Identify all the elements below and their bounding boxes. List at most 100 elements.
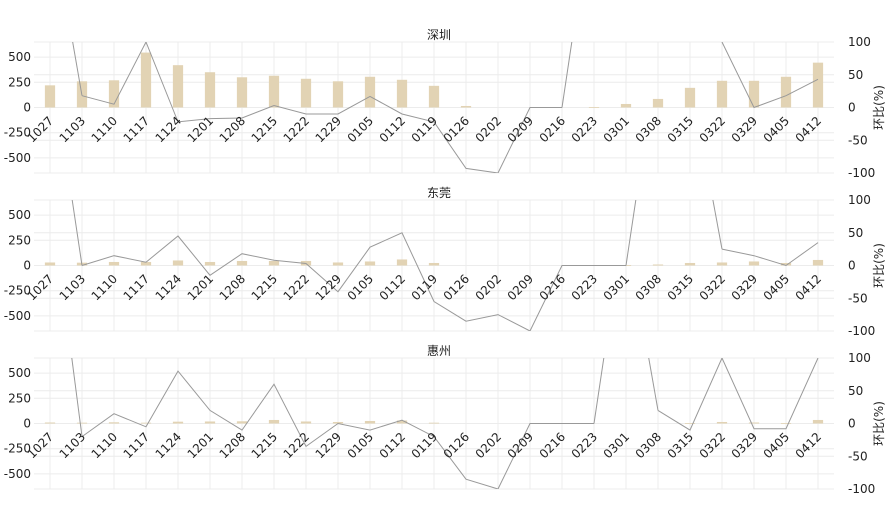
bar: [44, 262, 56, 266]
bar: [652, 98, 664, 108]
bar: [652, 264, 664, 266]
y-tick-left: 250: [8, 233, 31, 247]
bar: [684, 422, 696, 424]
bar: [460, 105, 472, 108]
bar: [780, 422, 792, 424]
bar: [236, 260, 248, 266]
bar: [780, 76, 792, 108]
bar: [108, 80, 120, 108]
y-tick-left: -250: [4, 284, 31, 298]
y-tick-right: 0: [848, 101, 856, 115]
bar: [108, 261, 120, 266]
y-tick-right: -100: [848, 166, 875, 180]
y-tick-left: -500: [4, 309, 31, 323]
bar: [684, 87, 696, 108]
y-tick-right: 50: [848, 226, 863, 240]
bar: [748, 261, 760, 266]
bar: [268, 419, 280, 424]
y-tick-left: 250: [8, 391, 31, 405]
series-line-spike: [721, 42, 722, 43]
series-line: [721, 242, 819, 267]
series-line-spike: [561, 42, 573, 108]
y-tick-right: 50: [848, 68, 863, 82]
bar: [204, 261, 216, 266]
bar: [172, 421, 184, 424]
series-line-spike: [71, 358, 83, 437]
y-tick-right: -50: [848, 449, 868, 463]
y-tick-right: -100: [848, 324, 875, 338]
y-tick-left: -500: [4, 151, 31, 165]
panel-title: 深圳: [427, 28, 451, 42]
bar: [332, 262, 344, 266]
y-tick-left: 500: [8, 50, 31, 64]
y-tick-right: -50: [848, 133, 868, 147]
y-tick-left: 0: [23, 101, 31, 115]
bar: [140, 52, 152, 108]
bar: [428, 262, 440, 266]
bar: [588, 106, 600, 108]
bar: [44, 422, 56, 424]
bar: [396, 79, 408, 108]
bar: [748, 422, 760, 424]
y-tick-left: -250: [4, 442, 31, 456]
panel-title: 东莞: [427, 186, 451, 200]
bar: [428, 422, 440, 424]
bar: [396, 420, 408, 424]
bar: [396, 259, 408, 266]
series-line: [81, 42, 562, 173]
y-tick-right: 0: [848, 259, 856, 273]
series-line-spike: [712, 200, 723, 250]
series-line-spike: [593, 358, 605, 424]
bar: [204, 421, 216, 424]
bar: [332, 81, 344, 108]
series-line: [721, 42, 819, 109]
y-tick-right: -50: [848, 291, 868, 305]
bar: [76, 422, 88, 424]
series-line: [81, 370, 594, 489]
y-tick-left: -500: [4, 467, 31, 481]
y-tick-left: 250: [8, 75, 31, 89]
y-axis-label-right: 环比(%): [872, 85, 886, 130]
bar: [332, 421, 344, 424]
series-line-spike: [648, 358, 659, 411]
series-line-spike: [72, 42, 83, 96]
bar: [140, 422, 152, 424]
bar: [812, 259, 824, 266]
y-axis-label-right: 环比(%): [872, 401, 886, 446]
y-tick-right: 100: [848, 351, 871, 365]
y-tick-left: 500: [8, 366, 31, 380]
bar: [236, 421, 248, 424]
bar: [716, 421, 728, 424]
series-line-spike: [625, 200, 637, 266]
bar: [268, 260, 280, 266]
bar: [268, 75, 280, 108]
bar: [300, 421, 312, 424]
bar: [236, 77, 248, 108]
y-tick-right: 100: [848, 35, 871, 49]
bar: [172, 260, 184, 266]
bar: [364, 420, 376, 424]
bar: [716, 80, 728, 108]
panel-title: 惠州: [427, 344, 451, 358]
bar: [300, 78, 312, 108]
series-line-spike: [71, 200, 83, 266]
y-tick-left: 0: [23, 259, 31, 273]
bar: [364, 261, 376, 266]
y-tick-left: -250: [4, 126, 31, 140]
bar: [780, 262, 792, 266]
y-tick-right: 50: [848, 384, 863, 398]
series-line: [81, 232, 626, 331]
y-tick-right: -100: [848, 482, 875, 496]
y-tick-right: 0: [848, 417, 856, 431]
bar: [44, 85, 56, 108]
bar: [812, 62, 824, 108]
bar: [204, 72, 216, 108]
bar: [716, 262, 728, 266]
bar: [748, 80, 760, 108]
bar: [620, 103, 632, 108]
bar: [108, 422, 120, 424]
y-tick-right: 100: [848, 193, 871, 207]
